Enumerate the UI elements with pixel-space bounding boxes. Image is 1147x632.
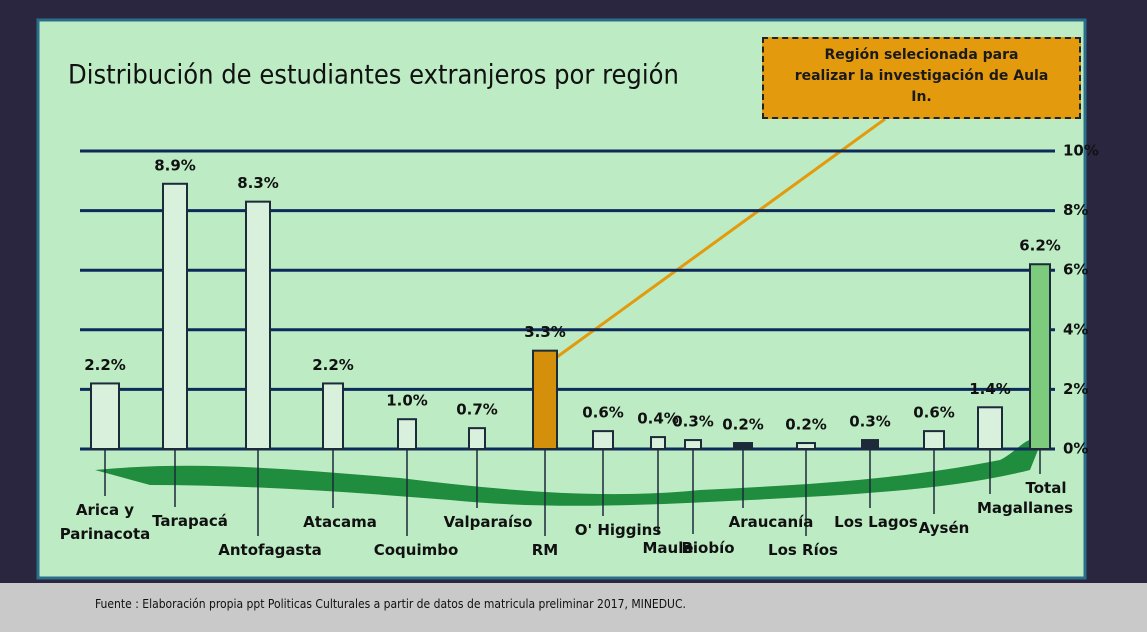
x-tick-label: Total [1025,479,1067,497]
bar [468,427,486,451]
bar [861,439,879,450]
y-tick-label: 10% [1063,142,1099,160]
x-tick-label: Arica y Parinacota [59,501,151,543]
x-tick-label: Magallanes [976,499,1074,517]
x-tick-label: Aysén [918,519,970,537]
x-tick-label: Tarapacá [152,512,228,530]
bar [397,418,417,451]
value-label: 0.2% [785,416,827,434]
bar [90,382,120,450]
value-label: 1.0% [386,392,428,410]
value-label: 3.3% [524,323,566,341]
x-tick-label: Atacama [303,513,377,531]
y-tick-label: 6% [1063,261,1088,279]
value-label: 2.2% [84,356,126,374]
value-label: 0.3% [849,413,891,431]
bar [684,439,702,450]
footer [0,583,1147,632]
bar [650,436,666,450]
annotation: Región selecionada para realizar la inve… [762,37,1081,119]
x-tick-label: Biobío [681,539,735,557]
y-tick-label: 0% [1063,440,1088,458]
bar [1029,263,1051,450]
source: Fuente : Elaboración propia ppt Politica… [95,597,686,611]
bar [796,442,816,451]
x-tick-label: Los Lagos [834,513,918,531]
x-tick-label: Coquimbo [373,541,459,559]
bar [733,442,753,451]
bar [162,182,188,450]
value-label: 2.2% [312,356,354,374]
value-label: 1.4% [969,380,1011,398]
value-label: 8.3% [237,174,279,192]
chart-title: Distribución de estudiantes extranjeros … [68,60,679,91]
value-label: 0.7% [456,401,498,419]
x-tick-label: O' Higgins [574,521,662,539]
bar [322,382,344,450]
x-tick-label: RM [531,541,559,559]
x-tick-label: Maule [642,539,694,557]
y-tick-label: 2% [1063,380,1088,398]
bar [245,200,271,450]
x-tick-label: Araucanía [728,513,814,531]
value-label: 0.2% [722,416,764,434]
x-tick-label: Antofagasta [218,541,322,559]
bar [592,430,614,450]
land-shape [95,439,1040,506]
bar [923,430,945,450]
value-label: 0.6% [582,404,624,422]
bar [977,406,1003,450]
annotation-line [556,117,886,359]
value-label: 0.6% [913,404,955,422]
value-label: 6.2% [1019,237,1061,255]
value-label: 0.3% [672,413,714,431]
bar [532,349,558,450]
value-label: 0.4% [637,410,679,428]
value-label: 8.9% [154,156,196,174]
x-tick-label: Valparaíso [443,513,533,531]
y-tick-label: 8% [1063,201,1088,219]
y-tick-label: 4% [1063,320,1088,338]
x-tick-label: Los Ríos [768,541,838,559]
